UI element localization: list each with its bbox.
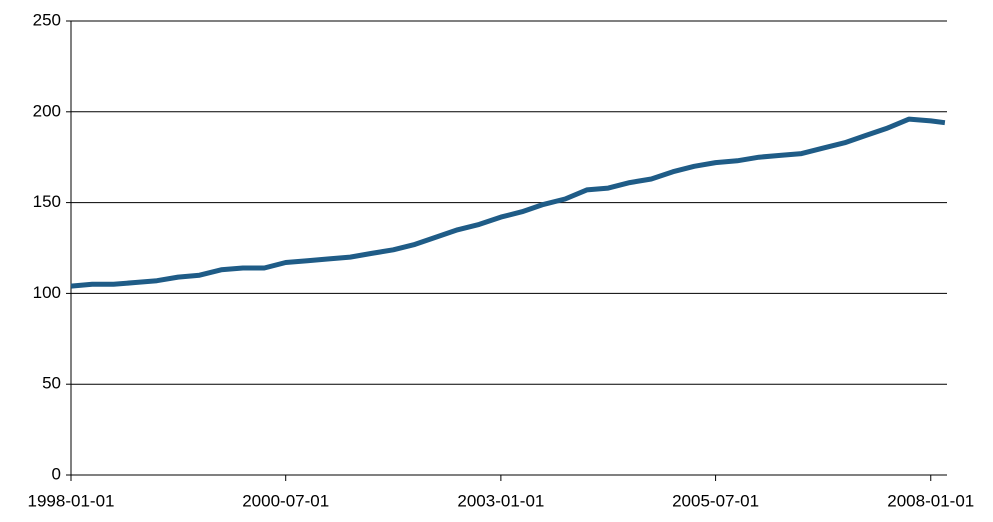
y-tick-label: 0 xyxy=(52,464,61,483)
data-line xyxy=(70,116,946,289)
y-tick-label: 250 xyxy=(33,10,61,29)
y-tick-label: 100 xyxy=(33,283,61,302)
x-tick-label: 1998-01-01 xyxy=(28,491,115,510)
x-tick-label: 2005-07-01 xyxy=(672,491,759,510)
y-tick-label: 50 xyxy=(42,374,61,393)
x-tick-label: 2000-07-01 xyxy=(242,491,329,510)
y-tick-label: 150 xyxy=(33,192,61,211)
y-tick-label: 200 xyxy=(33,101,61,120)
x-tick-label: 2008-01-01 xyxy=(887,491,974,510)
x-tick-label: 2003-01-01 xyxy=(457,491,544,510)
